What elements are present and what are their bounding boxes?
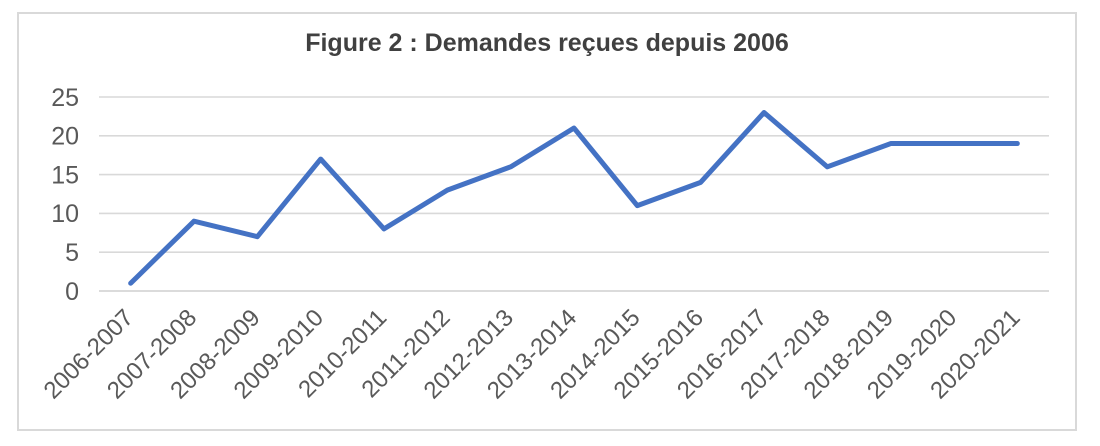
chart-frame: Figure 2 : Demandes reçues depuis 2006 0…	[17, 12, 1077, 431]
y-axis-tick-label: 20	[51, 123, 79, 151]
data-line	[128, 110, 1020, 286]
y-axis-tick-label: 5	[65, 239, 79, 267]
y-axis-tick-label: 10	[51, 200, 79, 228]
y-axis-tick-label: 25	[51, 84, 79, 112]
y-axis-tick-label: 0	[65, 278, 79, 306]
line-chart-plot: 05101520252006-20072007-20082008-2009200…	[39, 84, 1049, 404]
chart-title: Figure 2 : Demandes reçues depuis 2006	[305, 29, 789, 57]
y-axis-tick-label: 15	[51, 161, 79, 189]
